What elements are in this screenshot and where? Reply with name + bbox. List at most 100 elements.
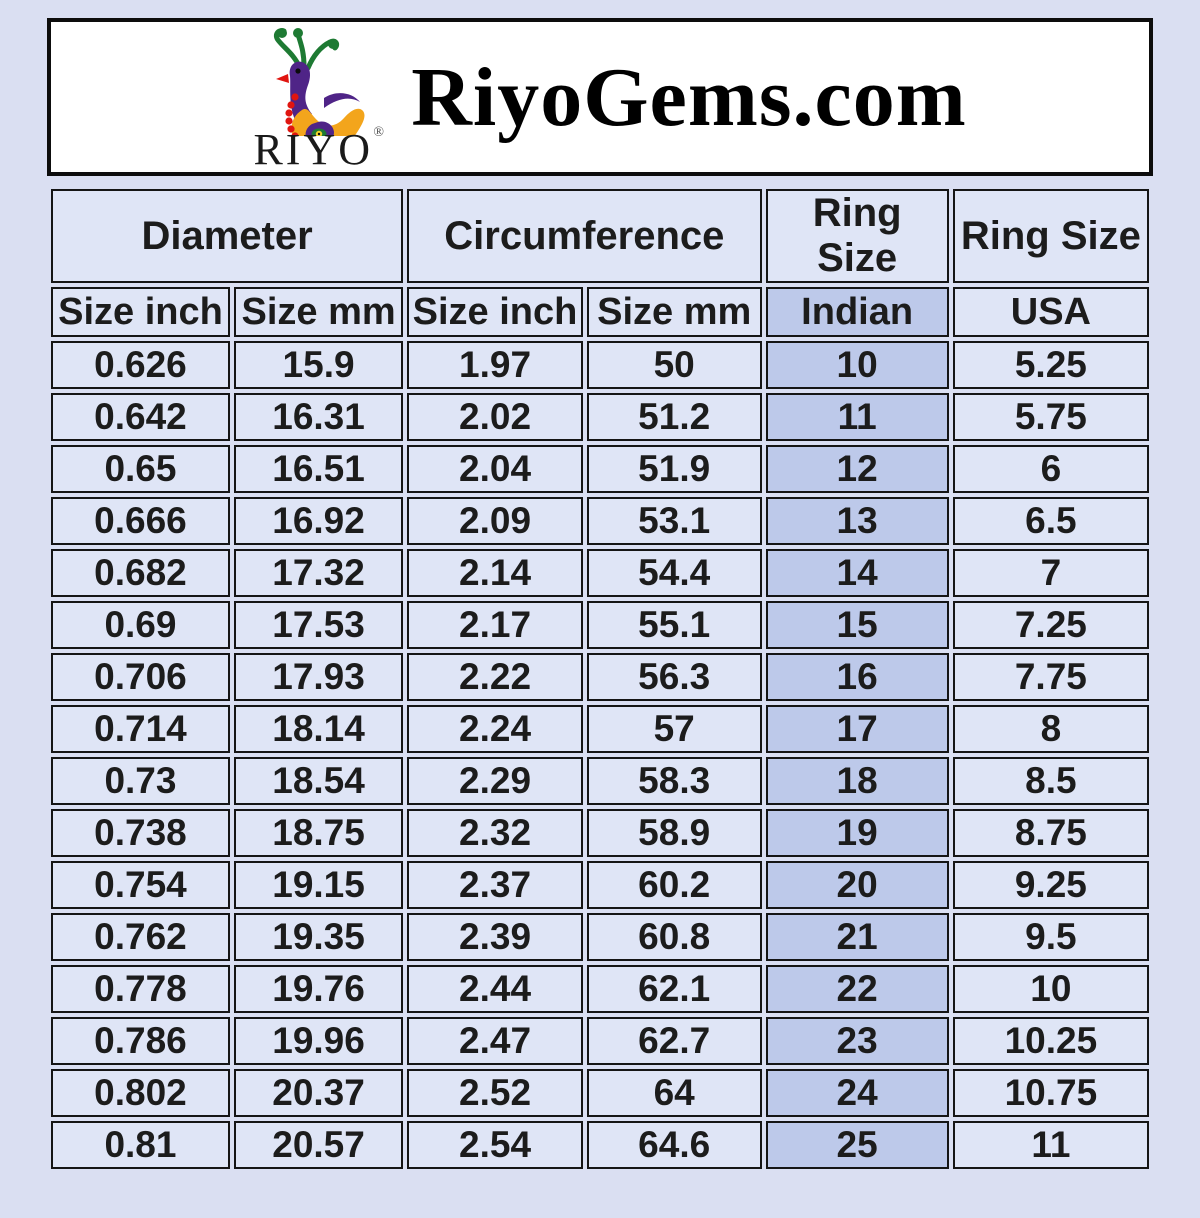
cell-r9-c1: 0.73 [51, 757, 230, 805]
cell-r5-c6: 7 [952, 549, 1149, 597]
cell-r3-c5: 12 [765, 445, 949, 493]
cell-r2-c4: 51.2 [586, 393, 762, 441]
cell-r10-c6: 8.75 [952, 809, 1149, 857]
group-header-ring-size-3: Ring Size [952, 189, 1149, 283]
cell-r12-c2: 19.35 [233, 913, 404, 961]
cell-r6-c6: 7.25 [952, 601, 1149, 649]
cell-r13-c2: 19.76 [233, 965, 404, 1013]
group-header-ring-size-2: Ring Size [765, 189, 949, 283]
ring-size-table: Diameter Circumference Ring Size Ring Size S… [47, 185, 1153, 1173]
cell-r5-c3: 2.14 [407, 549, 583, 597]
table-header: Diameter Circumference Ring Size Ring Size S… [51, 189, 1149, 337]
table-row: 0.682 17.32 2.14 54.4 14 7 [51, 549, 1149, 597]
cell-r15-c5: 24 [765, 1069, 949, 1117]
cell-r11-c5: 20 [765, 861, 949, 909]
cell-r16-c3: 2.54 [407, 1121, 583, 1169]
cell-r3-c3: 2.04 [407, 445, 583, 493]
cell-r5-c5: 14 [765, 549, 949, 597]
cell-r15-c4: 64 [586, 1069, 762, 1117]
cell-r4-c1: 0.666 [51, 497, 230, 545]
table-body: 0.626 15.9 1.97 50 10 5.25 0.642 16.31 2.02 51.2 1… [51, 341, 1149, 1169]
cell-r1-c3: 1.97 [407, 341, 583, 389]
group-header-diameter-0: Diameter [51, 189, 404, 283]
cell-r10-c5: 19 [765, 809, 949, 857]
cell-r14-c5: 23 [765, 1017, 949, 1065]
table-row: 0.786 19.96 2.47 62.7 23 10.25 [51, 1017, 1149, 1065]
cell-r16-c4: 64.6 [586, 1121, 762, 1169]
cell-r3-c2: 16.51 [233, 445, 404, 493]
cell-r9-c2: 18.54 [233, 757, 404, 805]
cell-r10-c4: 58.9 [586, 809, 762, 857]
cell-r2-c5: 11 [765, 393, 949, 441]
cell-r11-c6: 9.25 [952, 861, 1149, 909]
cell-r5-c4: 54.4 [586, 549, 762, 597]
cell-r7-c1: 0.706 [51, 653, 230, 701]
cell-r7-c4: 56.3 [586, 653, 762, 701]
cell-r12-c5: 21 [765, 913, 949, 961]
cell-r2-c2: 16.31 [233, 393, 404, 441]
cell-r11-c1: 0.754 [51, 861, 230, 909]
table-row: 0.738 18.75 2.32 58.9 19 8.75 [51, 809, 1149, 857]
cell-r4-c6: 6.5 [952, 497, 1149, 545]
logo-wordmark: RIYO ® [253, 125, 384, 174]
logo-text: RIYO [253, 125, 373, 174]
cell-r4-c3: 2.09 [407, 497, 583, 545]
cell-r1-c6: 5.25 [952, 341, 1149, 389]
cell-r11-c4: 60.2 [586, 861, 762, 909]
cell-r2-c6: 5.75 [952, 393, 1149, 441]
cell-r14-c6: 10.25 [952, 1017, 1149, 1065]
table-row: 0.778 19.76 2.44 62.1 22 10 [51, 965, 1149, 1013]
cell-r14-c4: 62.7 [586, 1017, 762, 1065]
cell-r11-c3: 2.37 [407, 861, 583, 909]
cell-r15-c2: 20.37 [233, 1069, 404, 1117]
cell-r16-c5: 25 [765, 1121, 949, 1169]
table-row: 0.714 18.14 2.24 57 17 8 [51, 705, 1149, 753]
cell-r9-c5: 18 [765, 757, 949, 805]
cell-r6-c5: 15 [765, 601, 949, 649]
cell-r16-c6: 11 [952, 1121, 1149, 1169]
cell-r4-c4: 53.1 [586, 497, 762, 545]
cell-r13-c5: 22 [765, 965, 949, 1013]
cell-r5-c2: 17.32 [233, 549, 404, 597]
table-row: 0.666 16.92 2.09 53.1 13 6.5 [51, 497, 1149, 545]
cell-r8-c2: 18.14 [233, 705, 404, 753]
table-row: 0.626 15.9 1.97 50 10 5.25 [51, 341, 1149, 389]
site-title: RiyoGems.com [411, 50, 967, 144]
cell-r6-c2: 17.53 [233, 601, 404, 649]
cell-r15-c3: 2.52 [407, 1069, 583, 1117]
cell-r10-c2: 18.75 [233, 809, 404, 857]
cell-r11-c2: 19.15 [233, 861, 404, 909]
table-row: 0.65 16.51 2.04 51.9 12 6 [51, 445, 1149, 493]
column-header-size-mm-1: Size mm [233, 287, 404, 337]
cell-r8-c3: 2.24 [407, 705, 583, 753]
cell-r13-c4: 62.1 [586, 965, 762, 1013]
cell-r15-c1: 0.802 [51, 1069, 230, 1117]
table-row: 0.762 19.35 2.39 60.8 21 9.5 [51, 913, 1149, 961]
table-row: 0.642 16.31 2.02 51.2 11 5.75 [51, 393, 1149, 441]
cell-r7-c2: 17.93 [233, 653, 404, 701]
cell-r16-c2: 20.57 [233, 1121, 404, 1169]
cell-r2-c1: 0.642 [51, 393, 230, 441]
registered-trademark-symbol: ® [373, 125, 387, 140]
cell-r14-c2: 19.96 [233, 1017, 404, 1065]
cell-r14-c3: 2.47 [407, 1017, 583, 1065]
table-row: 0.754 19.15 2.37 60.2 20 9.25 [51, 861, 1149, 909]
cell-r3-c4: 51.9 [586, 445, 762, 493]
cell-r8-c5: 17 [765, 705, 949, 753]
cell-r3-c6: 6 [952, 445, 1149, 493]
page: { "header": { "title": "RiyoGems.com", "… [0, 18, 1200, 1218]
cell-r7-c3: 2.22 [407, 653, 583, 701]
column-header-indian-4: Indian [765, 287, 949, 337]
cell-r13-c1: 0.778 [51, 965, 230, 1013]
cell-r8-c4: 57 [586, 705, 762, 753]
cell-r12-c4: 60.8 [586, 913, 762, 961]
cell-r1-c1: 0.626 [51, 341, 230, 389]
cell-r15-c6: 10.75 [952, 1069, 1149, 1117]
cell-r9-c3: 2.29 [407, 757, 583, 805]
cell-r1-c2: 15.9 [233, 341, 404, 389]
cell-r6-c3: 2.17 [407, 601, 583, 649]
table-row: 0.802 20.37 2.52 64 24 10.75 [51, 1069, 1149, 1117]
cell-r9-c6: 8.5 [952, 757, 1149, 805]
cell-r12-c6: 9.5 [952, 913, 1149, 961]
table-row: 0.73 18.54 2.29 58.3 18 8.5 [51, 757, 1149, 805]
